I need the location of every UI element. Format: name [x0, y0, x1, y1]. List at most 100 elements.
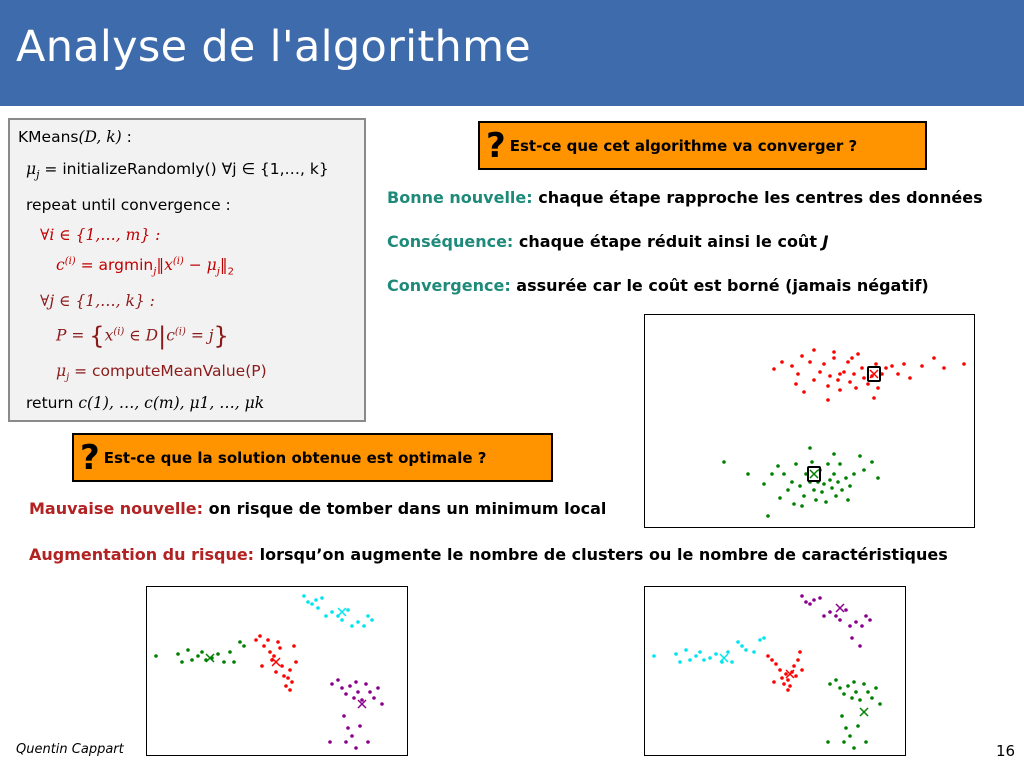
data-point — [324, 614, 328, 618]
data-point — [330, 682, 334, 686]
algo-line-kmeans: KMeans(D, k) : — [18, 128, 132, 146]
data-point — [340, 618, 344, 622]
data-point — [874, 362, 878, 366]
centroid-cross-icon — [785, 669, 795, 679]
data-point — [276, 640, 280, 644]
data-point — [274, 670, 278, 674]
statement-bad-news: Mauvaise nouvelle: on risque de tomber d… — [29, 499, 606, 518]
data-point — [380, 702, 384, 706]
data-point — [782, 472, 786, 476]
data-point — [176, 652, 180, 656]
data-point — [822, 362, 826, 366]
slide-title: Analyse de l'algorithme — [16, 22, 532, 72]
data-point — [962, 362, 966, 366]
data-point — [852, 372, 856, 376]
algo-mu-sub: j — [36, 168, 40, 182]
question-mark-icon: ? — [486, 125, 506, 166]
data-point — [258, 634, 262, 638]
centroid-cross-icon — [809, 469, 819, 479]
algo-set-eq: = j — [185, 326, 214, 345]
data-point — [858, 698, 862, 702]
data-point — [850, 696, 854, 700]
data-point — [370, 618, 374, 622]
data-point — [790, 364, 794, 368]
data-point — [854, 690, 858, 694]
algo-line-assign: c(i) = argminj‖x(i) − μj‖2 — [56, 256, 234, 277]
data-point — [908, 376, 912, 380]
data-point — [868, 618, 872, 622]
data-point — [828, 610, 832, 614]
data-point — [360, 698, 364, 702]
data-point — [736, 640, 740, 644]
data-point — [856, 352, 860, 356]
algo-mu-sub2: j — [216, 266, 220, 278]
data-point — [798, 650, 802, 654]
data-point — [346, 726, 350, 730]
data-point — [852, 472, 856, 476]
data-point — [844, 476, 848, 480]
algo-mu: μ — [26, 160, 37, 178]
statement-consequence-label: Conséquence: — [387, 232, 514, 251]
algo-kmeans-colon: : — [121, 128, 132, 146]
statement-convergence-label: Convergence: — [387, 276, 511, 295]
algo-return-vals: c(1), …, c(m), μ1, …, μk — [78, 394, 265, 412]
data-point — [808, 602, 812, 606]
data-point — [792, 664, 796, 668]
centroid-marker-box — [867, 366, 881, 382]
footer-author: Quentin Cappart — [16, 742, 124, 757]
data-point — [876, 476, 880, 480]
data-point — [784, 672, 788, 676]
data-point — [846, 684, 850, 688]
data-point — [292, 644, 296, 648]
data-point — [794, 462, 798, 466]
algo-c: c — [56, 256, 65, 275]
data-point — [826, 740, 830, 744]
algo-kmeans-args: (D, k) — [78, 128, 122, 146]
algo-norm-two: 2 — [227, 266, 234, 278]
data-point — [356, 690, 360, 694]
data-point — [372, 696, 376, 700]
data-point — [848, 380, 852, 384]
data-point — [216, 652, 220, 656]
scatter-plot-two-clusters — [644, 314, 975, 528]
data-point — [364, 682, 368, 686]
data-point — [342, 714, 346, 718]
data-point — [870, 460, 874, 464]
centroid-cross-icon — [719, 653, 729, 663]
data-point — [346, 608, 350, 612]
data-point — [810, 460, 814, 464]
data-point — [844, 726, 848, 730]
data-point — [780, 676, 784, 680]
data-point — [154, 654, 158, 658]
data-point — [698, 650, 702, 654]
data-point — [260, 664, 264, 668]
data-point — [796, 658, 800, 662]
data-point — [870, 696, 874, 700]
question-optimal-text: Est-ce que la solution obtenue est optim… — [103, 448, 487, 467]
data-point — [800, 594, 804, 598]
data-point — [860, 366, 864, 370]
data-point — [766, 514, 770, 518]
data-point — [828, 374, 832, 378]
data-point — [722, 460, 726, 464]
centroid-cross-icon — [859, 707, 869, 717]
data-point — [770, 658, 774, 662]
data-point — [862, 376, 866, 380]
data-point — [794, 382, 798, 386]
algorithm-box: KMeans(D, k) : μj = initializeRandomly()… — [8, 118, 366, 422]
data-point — [254, 638, 258, 642]
data-point — [280, 664, 284, 668]
data-point — [266, 638, 270, 642]
data-point — [242, 644, 246, 648]
data-point — [878, 702, 882, 706]
data-point — [782, 682, 786, 686]
data-point — [688, 658, 692, 662]
algo-c-sup: (i) — [64, 256, 76, 267]
data-point — [864, 740, 868, 744]
data-point — [366, 614, 370, 618]
data-point — [770, 472, 774, 476]
algo-return: return — [26, 394, 79, 412]
statement-good-news: Bonne nouvelle: chaque étape rapproche l… — [387, 188, 983, 207]
data-point — [340, 686, 344, 690]
data-point — [290, 680, 294, 684]
